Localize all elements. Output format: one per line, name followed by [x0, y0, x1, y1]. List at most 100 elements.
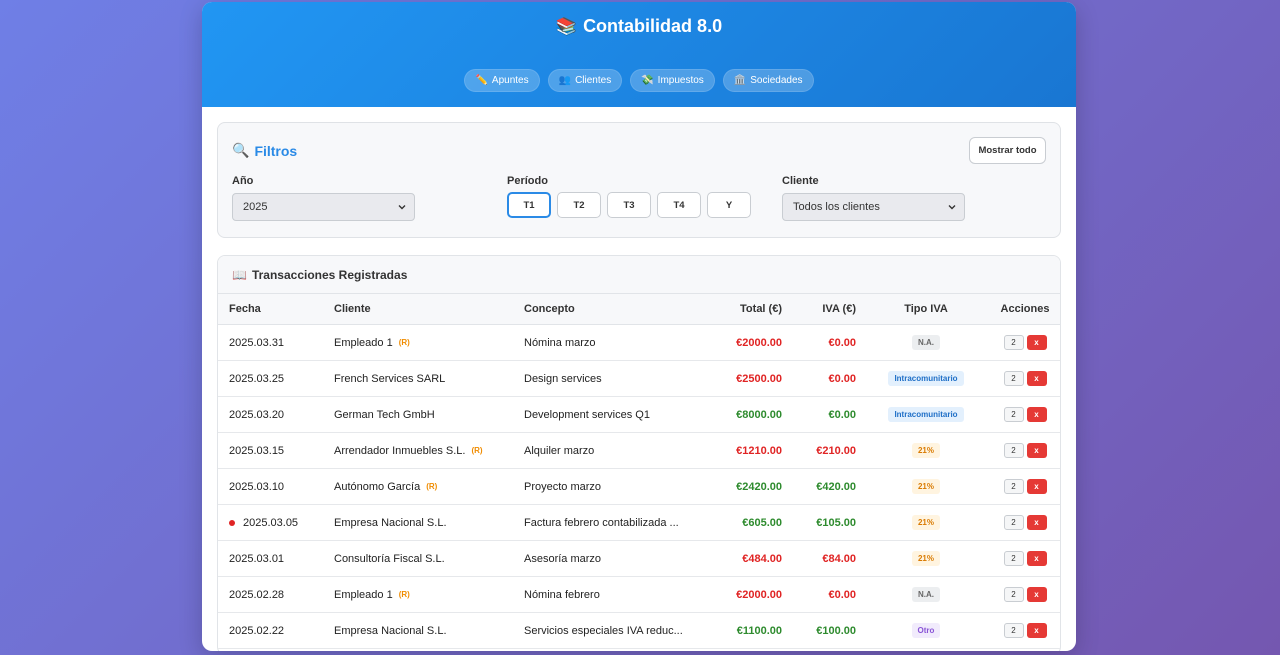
cell-fecha: 2025.02.28	[229, 577, 284, 612]
cell-iva: €105.00	[816, 516, 856, 529]
col-total[interactable]: Total (€)	[740, 303, 782, 315]
cell-concepto: Alquiler marzo	[524, 444, 595, 457]
period-t4-button[interactable]: T4	[657, 192, 701, 218]
cell-cliente: German Tech GmbH	[334, 397, 435, 432]
edit-button[interactable]: 2	[1003, 587, 1024, 602]
retention-tag: (R)	[471, 446, 483, 455]
cell-tipo-iva: Intracomunitario	[868, 397, 984, 432]
cell-tipo-iva: 21%	[868, 469, 984, 504]
retention-tag: (R)	[398, 590, 410, 599]
show-all-button[interactable]: Mostrar todo	[969, 137, 1046, 164]
cell-cliente: French Services SARL	[334, 361, 445, 396]
cell-tipo-iva: N.A.	[868, 577, 984, 612]
delete-button[interactable]: x	[1026, 551, 1047, 566]
cell-iva: €100.00	[816, 624, 856, 637]
cell-fecha: 2025.03.05	[229, 505, 298, 540]
cell-total: €484.00	[742, 552, 782, 565]
delete-button[interactable]: x	[1026, 623, 1047, 638]
nav-clientes[interactable]: 👥 Clientes	[547, 69, 623, 92]
transactions-title: Transacciones Registradas	[251, 267, 408, 282]
cell-concepto: Design services	[524, 372, 602, 385]
edit-button[interactable]: 2	[1003, 623, 1024, 638]
delete-button[interactable]: x	[1026, 515, 1047, 530]
table-row[interactable]: 2025.03.25 French Services SARL Design ser…	[218, 361, 1060, 397]
bank-icon: 🏛️	[733, 75, 747, 86]
delete-button[interactable]: x	[1026, 335, 1047, 350]
cell-cliente: Consultoría Fiscal S.L.	[334, 541, 445, 576]
app-title-text: Contabilidad 8.0	[583, 16, 723, 36]
cell-iva: €0.00	[828, 588, 856, 601]
books-icon: 📚	[555, 17, 578, 36]
fecha-text: 2025.03.31	[229, 336, 285, 349]
table-row[interactable]: 2025.03.01 Consultoría Fiscal S.L. Asesorí…	[218, 541, 1060, 577]
year-label: Año	[232, 175, 254, 187]
filters-title: 🔍 Filtros	[232, 142, 297, 159]
table-row[interactable]: 2025.03.20 German Tech GmbH Development se…	[218, 397, 1060, 433]
col-fecha[interactable]: Fecha	[229, 303, 261, 315]
period-t2-button[interactable]: T2	[557, 192, 601, 218]
delete-button[interactable]: x	[1026, 479, 1047, 494]
col-iva[interactable]: IVA (€)	[822, 303, 856, 315]
period-t3-button[interactable]: T3	[607, 192, 651, 218]
tipo-iva-badge: N.A.	[912, 587, 940, 602]
cell-total: €8000.00	[736, 408, 782, 421]
cell-cliente: Empresa Nacional S.L.	[334, 613, 447, 648]
year-select[interactable]: 2025	[232, 193, 415, 221]
chevron-down-icon	[398, 205, 406, 210]
table-row[interactable]: 2025.02.22 Empresa Nacional S.L. Servicios…	[218, 613, 1060, 649]
cell-total: €605.00	[742, 516, 782, 529]
delete-button[interactable]: x	[1026, 407, 1047, 422]
table-row[interactable]: 2025.02.28 Empleado 1 (R) Nómina febrero €20…	[218, 577, 1060, 613]
filters-title-text: Filtros	[254, 142, 298, 159]
col-cliente[interactable]: Cliente	[334, 303, 371, 315]
cell-concepto: Servicios especiales IVA reduc...	[524, 624, 683, 637]
cell-iva: €0.00	[828, 336, 856, 349]
period-t1-button[interactable]: T1	[507, 192, 551, 218]
table-row[interactable]: 2025.03.15 Arrendador Inmuebles S.L. (R) Al…	[218, 433, 1060, 469]
col-tipo-iva[interactable]: Tipo IVA	[904, 303, 948, 315]
cell-fecha: 2025.03.15	[229, 433, 284, 468]
cell-iva: €0.00	[828, 408, 856, 421]
fecha-text: 2025.02.28	[229, 588, 285, 601]
cliente-text: Empresa Nacional S.L.	[334, 516, 447, 529]
client-select[interactable]: Todos los clientes	[782, 193, 965, 221]
nav-impuestos[interactable]: 💸 Impuestos	[630, 69, 715, 92]
table-row[interactable]: 2025.03.31 Empleado 1 (R) Nómina marzo €2000…	[218, 325, 1060, 361]
edit-button[interactable]: 2	[1003, 515, 1024, 530]
col-concepto[interactable]: Concepto	[524, 303, 575, 315]
cell-fecha: 2025.02.22	[229, 613, 284, 648]
period-y-button[interactable]: Y	[707, 192, 751, 218]
fecha-text: 2025.03.05	[243, 516, 299, 529]
cliente-text: German Tech GmbH	[334, 408, 435, 421]
cell-fecha: 2025.03.31	[229, 325, 284, 360]
cell-cliente: Empleado 1 (R)	[334, 577, 410, 612]
nav-label: Clientes	[575, 75, 612, 86]
cell-concepto: Asesoría marzo	[524, 552, 602, 565]
table-row[interactable]: 2025.03.05 Empresa Nacional S.L. Factura f…	[218, 505, 1060, 541]
app-title: 📚 Contabilidad 8.0	[202, 16, 1076, 37]
delete-button[interactable]: x	[1026, 587, 1047, 602]
nav-sociedades[interactable]: 🏛️ Sociedades	[722, 69, 814, 92]
edit-button[interactable]: 2	[1003, 551, 1024, 566]
cliente-text: Arrendador Inmuebles S.L.	[334, 444, 466, 457]
delete-button[interactable]: x	[1026, 371, 1047, 386]
cell-total: €2000.00	[736, 588, 782, 601]
cliente-text: Empleado 1	[334, 336, 393, 349]
edit-button[interactable]: 2	[1003, 371, 1024, 386]
cell-total: €1100.00	[736, 624, 782, 637]
money-icon: 💸	[641, 75, 654, 86]
cliente-text: French Services SARL	[334, 372, 446, 385]
nav-apuntes[interactable]: ✏️ Apuntes	[464, 69, 540, 92]
edit-button[interactable]: 2	[1003, 407, 1024, 422]
cell-fecha: 2025.03.25	[229, 361, 284, 396]
table-row[interactable]: 2025.03.10 Autónomo García (R) Proyecto mar…	[218, 469, 1060, 505]
delete-button[interactable]: x	[1026, 443, 1047, 458]
table-header: Fecha Cliente Concepto Total (€) IVA (€)…	[218, 294, 1060, 325]
edit-button[interactable]: 2	[1003, 479, 1024, 494]
edit-button[interactable]: 2	[1003, 443, 1024, 458]
pencil-icon: ✏️	[475, 75, 488, 86]
edit-button[interactable]: 2	[1003, 335, 1024, 350]
cell-total: €2500.00	[736, 372, 782, 385]
